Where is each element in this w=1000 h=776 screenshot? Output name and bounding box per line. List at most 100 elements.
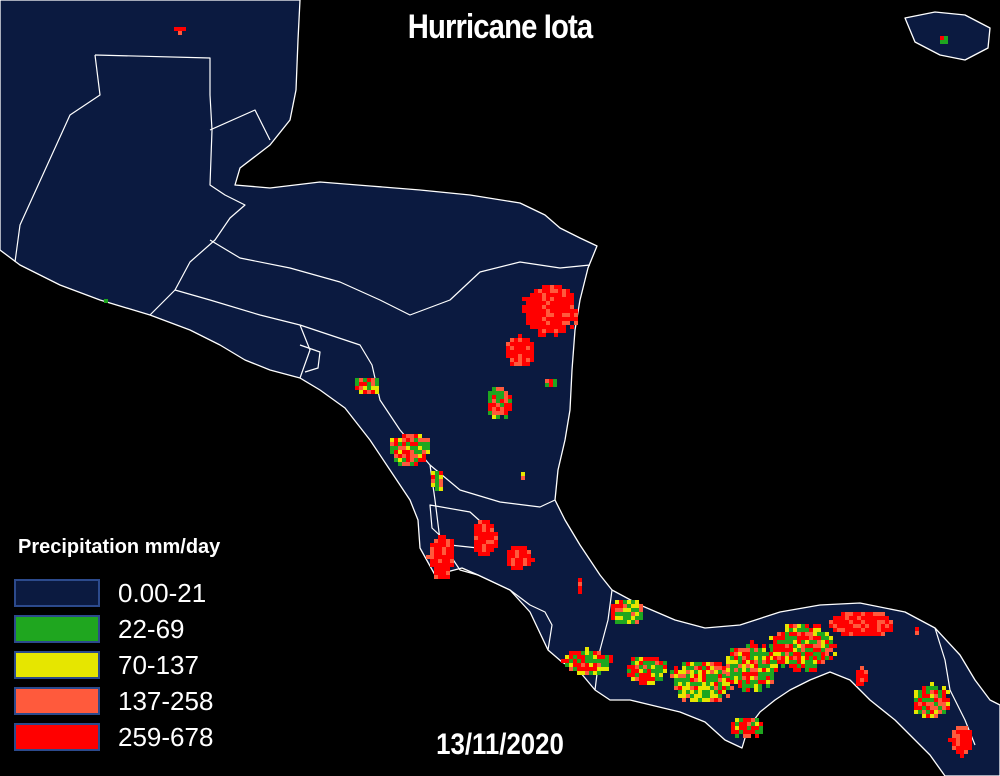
rain-cell xyxy=(546,325,550,329)
rain-cell xyxy=(926,686,930,690)
rain-cell xyxy=(639,657,643,661)
rain-cell xyxy=(742,656,746,660)
rain-cell xyxy=(781,660,785,664)
rain-cell xyxy=(940,36,944,40)
rain-cell xyxy=(746,652,750,656)
rain-cell xyxy=(710,674,714,678)
rain-cell xyxy=(797,636,801,640)
rain-cell xyxy=(841,620,845,624)
rain-cell xyxy=(519,566,523,570)
rain-cell xyxy=(566,309,570,313)
rain-cell xyxy=(754,668,758,672)
rain-cell xyxy=(507,554,511,558)
rain-cell xyxy=(865,612,869,616)
rain-cell xyxy=(922,694,926,698)
rain-cell xyxy=(735,722,739,726)
rain-cell xyxy=(960,742,964,746)
rain-cell xyxy=(841,628,845,632)
rain-cell xyxy=(562,313,566,317)
rain-cell xyxy=(522,346,526,350)
rain-cell xyxy=(426,446,430,450)
rain-cell xyxy=(438,543,442,547)
rain-cell xyxy=(860,666,864,670)
rain-cell xyxy=(755,722,759,726)
rain-cell xyxy=(523,562,527,566)
rain-cell xyxy=(809,664,813,668)
rain-cell xyxy=(751,722,755,726)
rain-cell xyxy=(821,644,825,648)
rain-cell xyxy=(722,666,726,670)
rain-cell xyxy=(609,655,613,659)
rain-cell xyxy=(418,454,422,458)
rain-cell xyxy=(702,690,706,694)
rain-cell xyxy=(627,669,631,673)
rain-cell xyxy=(747,730,751,734)
rain-cell xyxy=(565,663,569,667)
rain-cell xyxy=(601,667,605,671)
rain-cell xyxy=(877,624,881,628)
rain-cell xyxy=(549,379,553,383)
rain-cell xyxy=(758,660,762,664)
rain-cell xyxy=(857,620,861,624)
rain-cell xyxy=(581,671,585,675)
rain-cell xyxy=(889,624,893,628)
rain-cell xyxy=(542,333,546,337)
rain-cell xyxy=(726,664,730,668)
rain-cell xyxy=(762,656,766,660)
rain-cell xyxy=(558,297,562,301)
rain-cell xyxy=(566,313,570,317)
rain-cell xyxy=(601,655,605,659)
legend-swatch xyxy=(14,651,100,679)
rain-cell xyxy=(825,644,829,648)
rain-cell xyxy=(589,663,593,667)
rain-cell xyxy=(530,317,534,321)
rain-cell xyxy=(518,358,522,362)
border-honduras xyxy=(209,239,591,316)
rain-cell xyxy=(714,694,718,698)
rain-cell xyxy=(731,722,735,726)
rain-cell xyxy=(519,546,523,550)
rain-cell xyxy=(759,726,763,730)
rain-cell xyxy=(371,382,375,386)
rain-cell xyxy=(934,686,938,690)
rain-cell xyxy=(530,346,534,350)
rain-cell xyxy=(573,651,577,655)
rain-cell xyxy=(446,559,450,563)
rain-cell xyxy=(694,662,698,666)
rain-cell xyxy=(527,562,531,566)
rain-cell xyxy=(538,293,542,297)
rain-cell xyxy=(546,289,550,293)
rain-cell xyxy=(174,27,178,31)
rain-cell xyxy=(390,450,394,454)
rain-cell xyxy=(538,289,542,293)
rain-cell xyxy=(371,386,375,390)
rain-cell xyxy=(865,628,869,632)
rain-cell xyxy=(434,563,438,567)
rain-cell xyxy=(355,386,359,390)
rain-cell xyxy=(674,674,678,678)
rain-cell xyxy=(690,674,694,678)
rain-cell xyxy=(450,559,454,563)
rain-cell xyxy=(635,673,639,677)
rain-cell xyxy=(526,338,530,342)
rain-cell xyxy=(829,644,833,648)
rain-cell xyxy=(809,660,813,664)
rain-cell xyxy=(651,681,655,685)
rain-cell xyxy=(526,305,530,309)
rain-cell xyxy=(706,694,710,698)
rain-cell xyxy=(934,694,938,698)
rain-cell xyxy=(542,293,546,297)
rain-cell xyxy=(813,660,817,664)
rain-cell xyxy=(639,612,643,616)
rain-cell xyxy=(770,656,774,660)
rain-cell xyxy=(550,313,554,317)
rain-cell xyxy=(914,694,918,698)
rain-cell xyxy=(797,644,801,648)
rain-cell xyxy=(801,628,805,632)
rain-cell xyxy=(631,669,635,673)
rain-cell xyxy=(785,644,789,648)
rain-cell xyxy=(394,450,398,454)
rain-cell xyxy=(746,656,750,660)
rain-cell xyxy=(964,746,968,750)
rain-cell xyxy=(504,403,508,407)
